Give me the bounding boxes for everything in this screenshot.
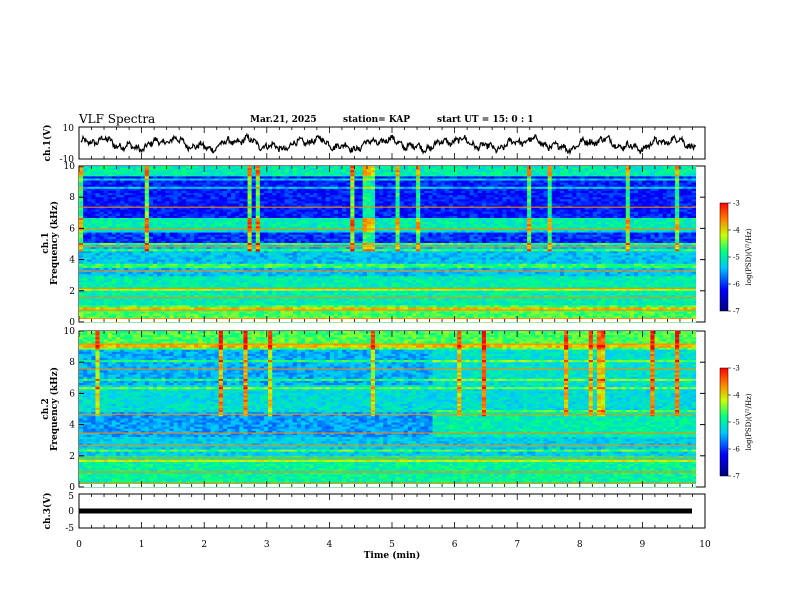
time-axis-label-6: 6 bbox=[452, 540, 458, 550]
ch1-ytick-top: 10 bbox=[63, 124, 75, 134]
ch2-colorbar bbox=[719, 367, 729, 477]
ch2-spectrogram-image bbox=[79, 331, 697, 488]
ch3-ytick-top: 5 bbox=[68, 492, 74, 502]
station-label: station= KAP bbox=[343, 115, 410, 125]
time-axis-ticks bbox=[78, 127, 706, 528]
yt3-label-5: 10 bbox=[64, 327, 76, 337]
ch2-colorbar-label: log(PSD)(V²/Hz) bbox=[745, 393, 753, 450]
cb1-tick-0: -3 bbox=[733, 200, 740, 208]
ch3-ytick-mid: 0 bbox=[68, 507, 74, 517]
ch2-spectrogram-ylabel-line2: Frequency (kHz) bbox=[49, 367, 60, 451]
yt2-label-2: 4 bbox=[69, 256, 75, 266]
cb2-tick-3: -6 bbox=[733, 446, 740, 454]
ch3-ytick-bottom: -5 bbox=[65, 524, 74, 534]
ch1-spectrogram-image bbox=[79, 166, 697, 323]
ch1-colorbar bbox=[719, 202, 729, 312]
time-axis: 0 1 2 3 4 5 6 7 8 9 10 bbox=[76, 540, 711, 550]
cb1-tick-3: -6 bbox=[733, 281, 740, 289]
ch1-ytick-bottom: -10 bbox=[60, 155, 75, 165]
time-axis-label-9: 9 bbox=[640, 540, 646, 550]
cb2-tick-0: -3 bbox=[733, 365, 740, 373]
time-axis-label-3: 3 bbox=[264, 540, 270, 550]
ch1-spectrogram-ylabel-line2: Frequency (kHz) bbox=[49, 201, 60, 285]
yt3-label-2: 4 bbox=[69, 421, 75, 431]
ch1-colorbar-label: log(PSD)(V²/Hz) bbox=[745, 228, 753, 285]
ch3-waveform-panel: 5 0 -5 ch.3(V) bbox=[42, 492, 706, 534]
ch1-spectrogram-ylabel-line1: ch.1 bbox=[41, 232, 51, 253]
yt3-label-3: 6 bbox=[69, 389, 75, 399]
yt3-label-4: 8 bbox=[69, 358, 75, 368]
time-axis-label-0: 0 bbox=[76, 540, 82, 550]
time-axis-label-4: 4 bbox=[327, 540, 333, 550]
time-axis-label-7: 7 bbox=[514, 540, 520, 550]
yt2-label-4: 8 bbox=[69, 193, 75, 203]
yt2-label-5: 10 bbox=[64, 162, 76, 172]
cb1-tick-2: -5 bbox=[733, 254, 740, 262]
yt3-label-1: 2 bbox=[69, 452, 75, 462]
time-axis-title: Time (min) bbox=[364, 550, 421, 561]
yt2-label-1: 2 bbox=[69, 287, 75, 297]
cb2-tick-1: -4 bbox=[733, 392, 740, 400]
ch1-waveform-ylabel: ch.1(V) bbox=[42, 125, 53, 162]
cb2-tick-2: -5 bbox=[733, 419, 740, 427]
cb1-tick-1: -4 bbox=[733, 227, 740, 235]
time-axis-label-2: 2 bbox=[201, 540, 207, 550]
cb1-tick-4: -7 bbox=[733, 308, 740, 316]
start-time-label: start UT = 15: 0 : 1 bbox=[437, 115, 534, 125]
ch3-waveform-ylabel: ch.3(V) bbox=[42, 493, 53, 530]
time-axis-label-5: 5 bbox=[389, 540, 395, 550]
yt2-label-3: 6 bbox=[69, 224, 75, 234]
ch1-waveform-trace bbox=[80, 132, 697, 156]
cb2-tick-4: -7 bbox=[733, 473, 740, 481]
ch2-spectrogram-ylabel-line1: ch.2 bbox=[41, 398, 51, 419]
time-axis-label-10: 10 bbox=[699, 540, 711, 550]
yt3-label-0: 0 bbox=[69, 483, 75, 493]
time-axis-label-1: 1 bbox=[139, 540, 145, 550]
yt2-label-0: 0 bbox=[69, 318, 75, 328]
figure-title: VLF Spectra bbox=[78, 112, 155, 126]
time-axis-label-8: 8 bbox=[577, 540, 583, 550]
date-label: Mar.21, 2025 bbox=[250, 115, 317, 125]
